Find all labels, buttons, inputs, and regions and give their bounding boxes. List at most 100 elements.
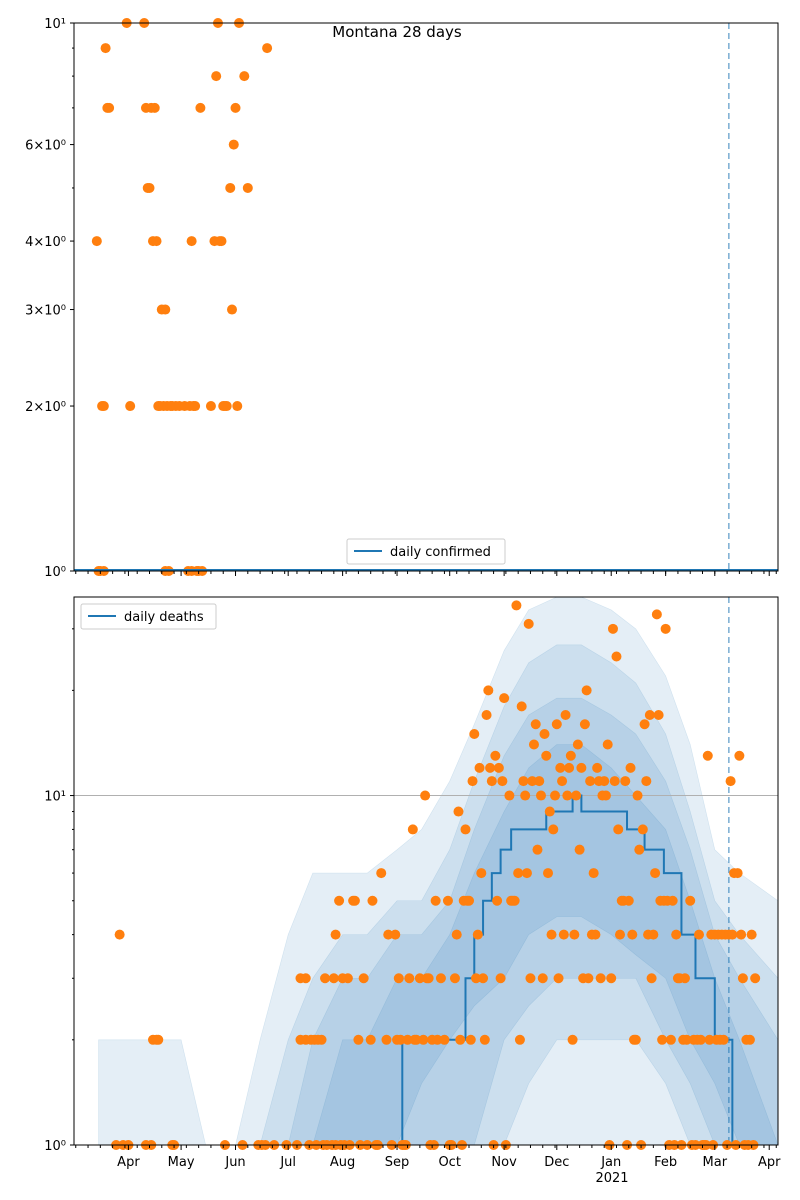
observation-point-142 (555, 762, 566, 773)
observation-point-245 (737, 973, 748, 984)
observation-point-137 (546, 929, 557, 940)
observation-point-158 (583, 973, 594, 984)
observation-point-42 (205, 401, 216, 412)
observation-point-6 (100, 43, 111, 54)
observation-point-106 (490, 750, 501, 761)
observation-point-171 (606, 973, 617, 984)
observation-point-107 (492, 895, 503, 906)
observation-point-65 (407, 824, 418, 835)
observation-point-52 (376, 868, 387, 879)
observation-point-48 (365, 1034, 376, 1045)
observation-point-159 (585, 776, 596, 787)
observation-point-135 (543, 868, 554, 879)
observation-point-95 (471, 973, 482, 984)
top-observations (91, 18, 273, 576)
bottom-plot-area (74, 597, 778, 1145)
observation-point-34 (330, 929, 341, 940)
bottom-legend: daily deaths (80, 603, 217, 630)
observation-point-152 (572, 739, 583, 750)
observation-point-133 (539, 729, 550, 740)
observation-point-76 (430, 895, 441, 906)
observation-point-169 (602, 739, 613, 750)
observation-point-174 (611, 651, 622, 662)
observation-point-14 (144, 182, 155, 193)
x-tick-label: Apr (117, 1155, 140, 1170)
observation-point-100 (479, 1034, 490, 1045)
observation-point-185 (630, 1034, 641, 1045)
observation-point-49 (367, 895, 378, 906)
x-secondary-label: 2021 (595, 1171, 628, 1186)
x-tick-label: Oct (438, 1155, 460, 1170)
top-y-axis: 10⁰ 2×10⁰ 3×10⁰ 4×10⁰ 6×10⁰ 10¹ (25, 17, 74, 580)
y-tick-label: 4×10⁰ (25, 235, 66, 250)
observation-point-165 (595, 973, 606, 984)
observation-point-30 (320, 973, 331, 984)
observation-point-53 (228, 139, 239, 150)
observation-point-36 (334, 895, 345, 906)
observation-point-124 (523, 618, 534, 629)
observation-point-44 (211, 71, 222, 82)
observation-point-239 (727, 929, 738, 940)
observation-point-67 (411, 1034, 422, 1045)
observation-point-187 (634, 844, 645, 855)
observation-point-129 (532, 844, 543, 855)
observation-point-138 (548, 824, 559, 835)
observation-point-97 (474, 762, 485, 773)
observation-point-221 (695, 1034, 706, 1045)
bottom-plot-frame (73, 596, 779, 1146)
observation-point-226 (704, 1034, 715, 1045)
observation-point-191 (641, 776, 652, 787)
observation-point-197 (651, 609, 662, 620)
observation-point-186 (632, 790, 643, 801)
observation-point-121 (518, 776, 529, 787)
observation-point-101 (481, 710, 492, 721)
legend-box (346, 538, 506, 565)
observation-point-252 (750, 973, 761, 984)
observation-point-47 (216, 236, 227, 247)
observation-point-173 (609, 776, 620, 787)
observation-point-175 (613, 824, 624, 835)
observation-point-96 (472, 929, 483, 940)
observation-point-125 (525, 973, 536, 984)
observation-point-53 (381, 1034, 392, 1045)
observation-point-99 (478, 973, 489, 984)
observation-point-250 (746, 929, 757, 940)
observation-point-52 (227, 304, 238, 315)
observation-point-194 (646, 973, 657, 984)
y-tick-label: 10⁰ (44, 565, 66, 580)
observation-point-127 (528, 739, 539, 750)
observation-point-244 (736, 929, 747, 940)
observation-point-84 (451, 929, 462, 940)
observation-point-119 (514, 1034, 525, 1045)
observation-point-202 (660, 623, 671, 634)
observation-point-110 (497, 776, 508, 787)
observation-point-120 (516, 701, 527, 712)
observation-point-206 (667, 895, 678, 906)
observation-point-18 (151, 236, 162, 247)
observation-point-144 (558, 929, 569, 940)
observation-point-46 (358, 973, 369, 984)
observation-point-8 (104, 102, 115, 113)
bottom-panel: 10⁰ 10¹ Apr May Jun Jul Aug Sep Oct Nov Dec Jan Feb… (44, 596, 781, 1186)
observation-point-44 (353, 1034, 364, 1045)
observation-point-59 (395, 1034, 406, 1045)
observation-point-80 (442, 895, 453, 906)
bottom-x-axis: Apr May Jun Jul Aug Sep Oct Nov Dec Jan Feb Mar Apr (75, 1145, 781, 1170)
observation-point-33 (328, 973, 339, 984)
observation-point-167 (599, 776, 610, 787)
x-tick-label: Mar (703, 1155, 728, 1170)
observation-point-68 (414, 973, 425, 984)
observation-point-132 (537, 973, 548, 984)
y-tick-label: 10¹ (44, 17, 66, 32)
observation-point-154 (576, 762, 587, 773)
observation-point-104 (486, 776, 497, 787)
observation-point-117 (511, 600, 522, 611)
x-tick-label: May (168, 1155, 195, 1170)
observation-point-78 (435, 973, 446, 984)
observation-point-172 (607, 623, 618, 634)
observation-point-94 (469, 729, 480, 740)
bottom-lines (397, 597, 734, 1146)
observation-point-189 (637, 824, 648, 835)
observation-point-50 (221, 401, 232, 412)
observation-point-208 (671, 929, 682, 940)
